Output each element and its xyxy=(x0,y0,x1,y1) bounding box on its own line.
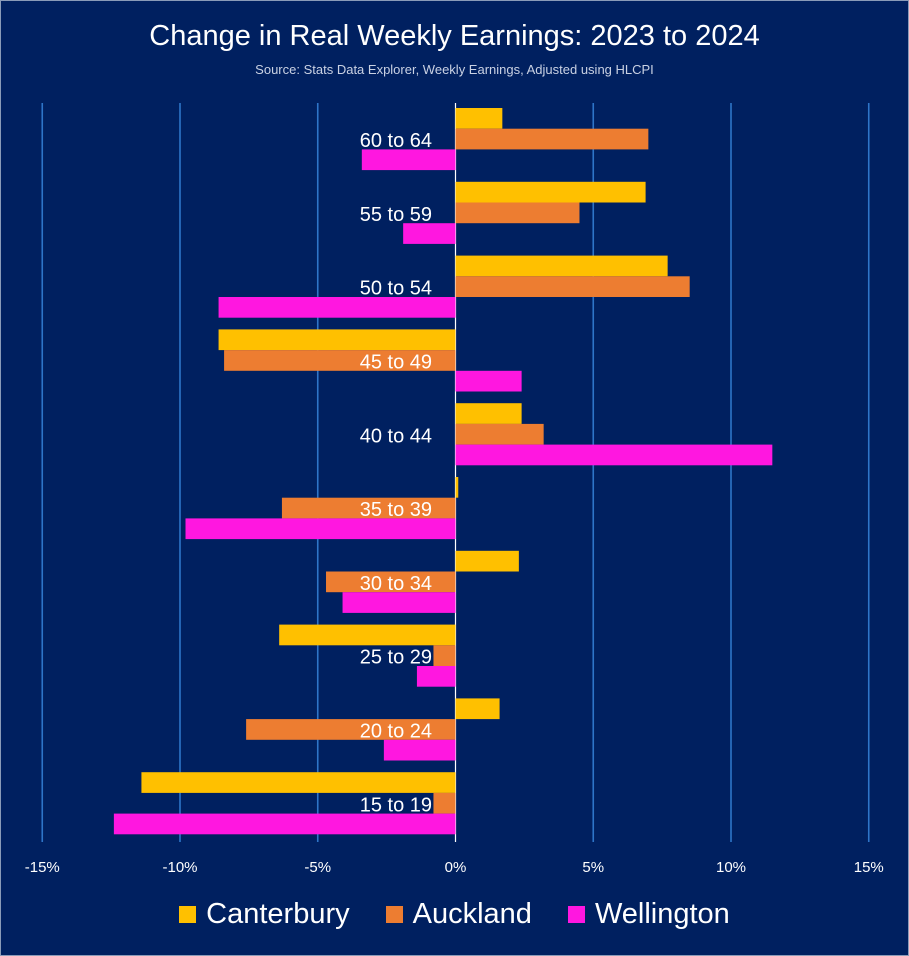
bar-auckland-55-to-59 xyxy=(455,202,580,224)
legend-item-auckland: Auckland xyxy=(385,898,532,931)
bars xyxy=(113,108,773,835)
category-labels: 60 to 64 55 to 59 50 to 54 45 to 49 40 to 44… xyxy=(360,130,432,816)
category-label-30-to-34: 30 to 34 xyxy=(360,573,432,595)
legend-item-wellington: Wellington xyxy=(567,898,730,931)
chart-subtitle: Source: Stats Data Explorer, Weekly Earn… xyxy=(255,62,654,77)
legend-swatch-wellington xyxy=(567,906,585,923)
bar-canterbury-35-to-39 xyxy=(455,477,459,498)
category-label-35-to-39: 35 to 39 xyxy=(360,499,432,521)
chart-title: Change in Real Weekly Earnings: 2023 to … xyxy=(149,20,760,52)
category-label-50-to-54: 50 to 54 xyxy=(360,278,432,300)
x-tick-label-5: 5% xyxy=(582,859,604,876)
bar-canterbury-40-to-44 xyxy=(455,403,522,424)
bar-wellington-15-to-19 xyxy=(113,813,456,835)
bar-canterbury-20-to-24 xyxy=(455,698,500,720)
x-tick-label-10: 10% xyxy=(716,859,746,876)
bar-wellington-25-to-29 xyxy=(416,666,456,687)
category-label-20-to-24: 20 to 24 xyxy=(360,720,432,742)
legend-label-auckland: Auckland xyxy=(412,898,532,930)
bar-canterbury-50-to-54 xyxy=(455,255,668,277)
category-label-45-to-49: 45 to 49 xyxy=(360,351,432,373)
category-label-15-to-19: 15 to 19 xyxy=(360,794,432,816)
legend-swatch-canterbury xyxy=(179,906,197,923)
legend-label-canterbury: Canterbury xyxy=(206,898,350,930)
x-tick-label-15: -15% xyxy=(25,859,60,876)
bar-canterbury-45-to-49 xyxy=(218,329,456,351)
bar-wellington-55-to-59 xyxy=(403,223,456,244)
legend: Canterbury Auckland Wellington xyxy=(0,898,909,931)
bar-auckland-60-to-64 xyxy=(455,128,649,150)
x-tick-label-10: -10% xyxy=(162,859,197,876)
bar-auckland-25-to-29 xyxy=(433,645,456,666)
legend-label-wellington: Wellington xyxy=(594,898,730,930)
x-tick-label-0: 0% xyxy=(445,859,467,876)
category-label-40-to-44: 40 to 44 xyxy=(360,425,432,447)
legend-swatch-auckland xyxy=(385,906,403,923)
bar-auckland-35-to-39 xyxy=(281,497,456,519)
x-tick-label-5: -5% xyxy=(304,859,331,876)
category-label-60-to-64: 60 to 64 xyxy=(360,130,432,152)
bar-wellington-35-to-39 xyxy=(185,518,456,540)
bar-canterbury-60-to-64 xyxy=(455,108,503,129)
bar-canterbury-15-to-19 xyxy=(141,772,456,793)
bar-canterbury-30-to-34 xyxy=(455,550,519,572)
bar-canterbury-55-to-59 xyxy=(455,181,646,203)
bar-wellington-45-to-49 xyxy=(455,370,522,392)
bar-canterbury-25-to-29 xyxy=(279,624,456,646)
x-tick-labels: -15% -10% -5% 0% 5% 10% 15% xyxy=(25,859,884,876)
bar-auckland-15-to-19 xyxy=(433,792,456,814)
bar-auckland-20-to-24 xyxy=(246,719,456,740)
category-label-25-to-29: 25 to 29 xyxy=(360,647,432,669)
bar-wellington-60-to-64 xyxy=(361,149,456,171)
bar-auckland-45-to-49 xyxy=(224,350,456,371)
bar-auckland-40-to-44 xyxy=(455,423,544,445)
bar-wellington-50-to-54 xyxy=(218,297,456,318)
bar-wellington-40-to-44 xyxy=(455,444,773,466)
bar-wellington-30-to-34 xyxy=(342,592,456,613)
bar-auckland-50-to-54 xyxy=(455,276,690,297)
legend-item-canterbury: Canterbury xyxy=(179,898,350,931)
category-label-55-to-59: 55 to 59 xyxy=(360,204,432,226)
x-tick-label-15: 15% xyxy=(854,859,884,876)
bar-wellington-20-to-24 xyxy=(383,739,456,761)
bar-auckland-30-to-34 xyxy=(326,571,456,593)
